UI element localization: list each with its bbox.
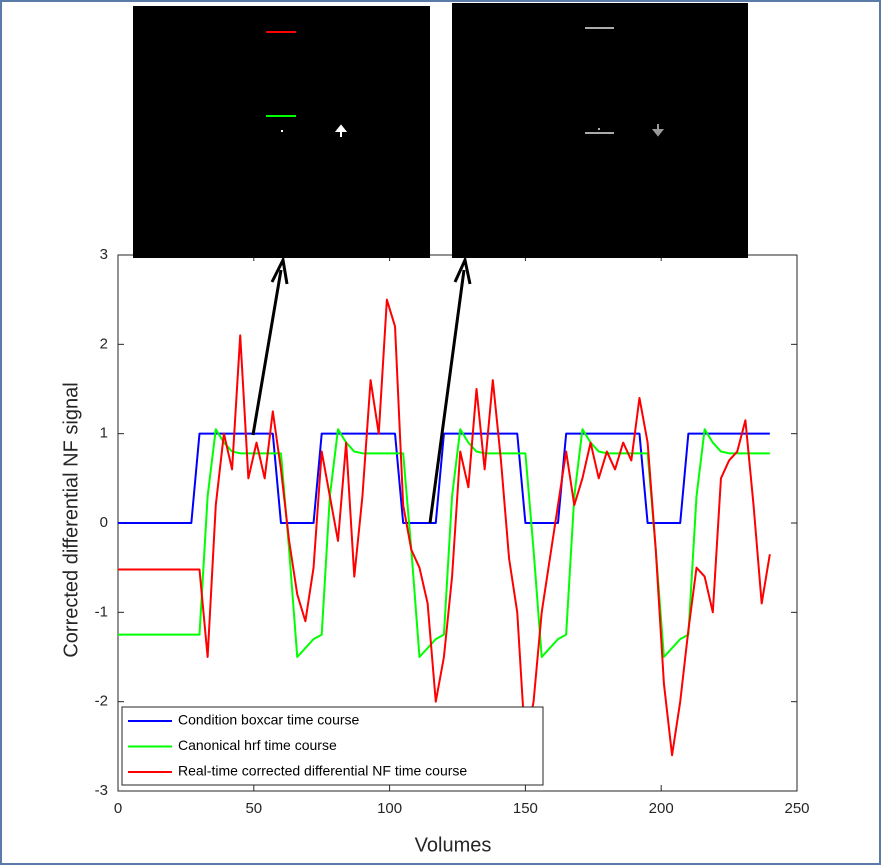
y-tick-label: 3	[100, 246, 108, 263]
y-tick-label: -2	[95, 693, 108, 710]
x-tick-label: 200	[649, 800, 674, 817]
y-axis-label: Corrected differential NF signal	[60, 382, 82, 657]
inset-image	[452, 3, 748, 258]
series-line	[118, 432, 770, 524]
series-line	[118, 298, 771, 757]
legend-label: Real-time corrected differential NF time…	[178, 763, 467, 779]
arrow-up	[334, 124, 348, 137]
legend-box	[121, 706, 544, 786]
legend: Condition boxcar time course Canonical hr…	[121, 706, 544, 786]
fixation	[281, 130, 283, 132]
arrow-head	[270, 255, 289, 285]
x-tick-label: 250	[784, 800, 809, 817]
x-tick-label: 100	[377, 800, 402, 817]
x-tick-label: 0	[114, 800, 122, 817]
arrow-down	[651, 124, 665, 137]
pointer-arrow	[251, 269, 283, 436]
y-tick-label: -3	[95, 782, 108, 799]
x-axis-label: Volumes	[415, 834, 492, 856]
fixation	[598, 128, 600, 130]
pointer-arrows	[251, 255, 472, 524]
x-tick-label: 150	[513, 800, 538, 817]
x-tick-label: 50	[245, 800, 262, 817]
y-tick-label: 0	[100, 514, 108, 531]
inset-left	[133, 6, 430, 258]
legend-label: Canonical hrf time course	[178, 737, 337, 753]
y-tick-label: -1	[95, 603, 108, 620]
plot-area	[117, 254, 798, 792]
y-tick-label: 2	[100, 335, 108, 352]
y-tick-label: 1	[100, 425, 108, 442]
plot-content	[117, 254, 798, 792]
inset-right	[452, 3, 748, 258]
legend-label: Condition boxcar time course	[178, 712, 360, 728]
pointer-arrow	[428, 269, 466, 524]
arrow-head	[453, 255, 472, 285]
